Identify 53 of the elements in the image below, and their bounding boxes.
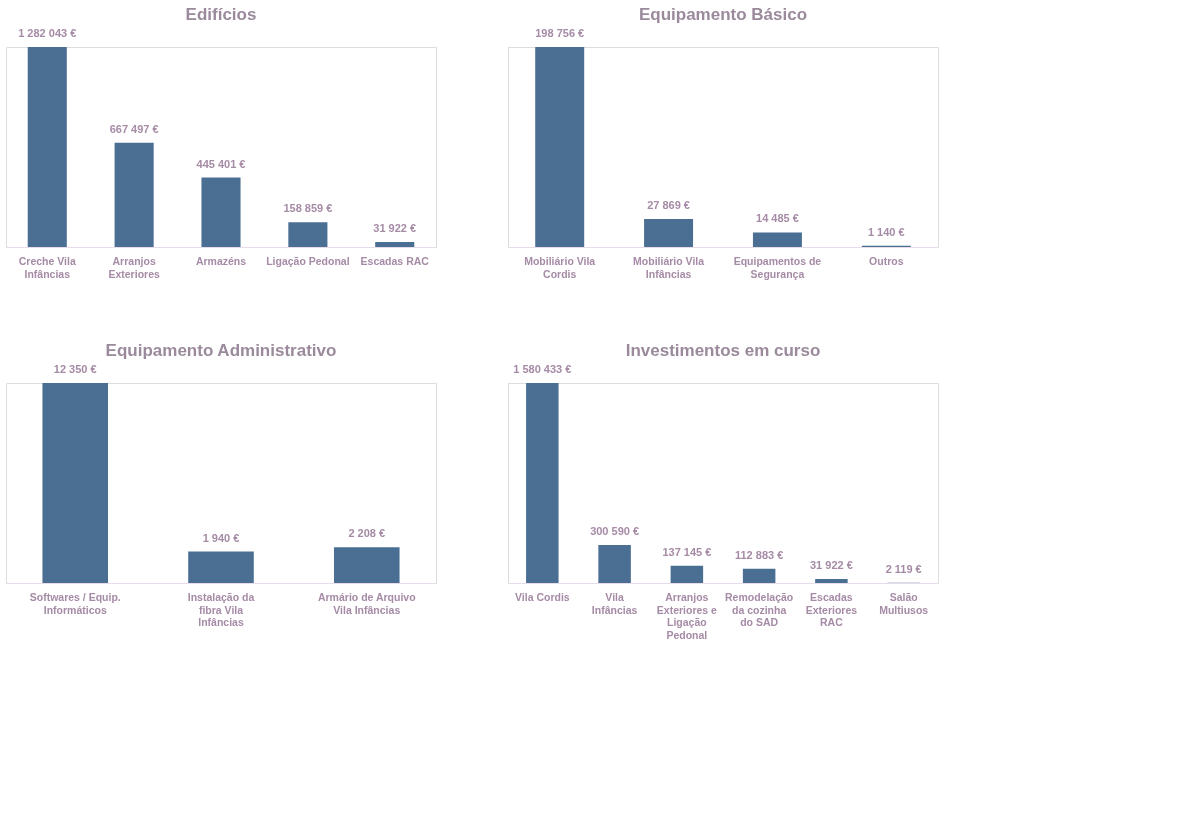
x-tick-label: Equipamentos de Segurança: [733, 255, 822, 280]
bar: [201, 177, 241, 247]
x-tick-label: Escadas Exteriores RAC: [805, 591, 858, 628]
x-tick-label: Arranjos Exteriores e Ligação Pedonal: [656, 591, 718, 641]
data-label: 1 282 043 €: [18, 27, 77, 39]
data-label: 198 756 €: [535, 27, 585, 39]
data-label: 31 922 €: [809, 558, 853, 571]
bar: [742, 568, 776, 583]
x-tick-label: Escadas RAC: [360, 255, 430, 267]
x-tick-label: Armário de Arquivo Vila Infâncias: [317, 591, 416, 616]
bar: [114, 142, 154, 247]
data-label: 12 350 €: [53, 363, 97, 375]
data-label: 14 485 €: [756, 212, 799, 225]
chart-title: Equipamento Administrativo: [105, 341, 337, 360]
data-label: 27 869 €: [647, 198, 690, 211]
bar: [644, 218, 694, 247]
x-tick-label: Ligação Pedonal: [266, 255, 350, 267]
x-tick-label: Creche Vila Infâncias: [18, 255, 76, 280]
chart-title: Equipamento Básico: [638, 5, 808, 24]
x-tick-label: Mobiliário Vila Cordis: [524, 255, 596, 280]
data-label: 137 145 €: [662, 545, 712, 558]
data-label: 158 859 €: [283, 202, 333, 215]
bar: [27, 47, 67, 247]
x-tick-label: Instalação da fibra Vila Infâncias: [187, 591, 255, 628]
bar: [535, 47, 585, 247]
bar: [752, 232, 802, 247]
bar: [288, 222, 328, 247]
x-tick-label: Arranjos Exteriores: [108, 255, 160, 280]
bar: [670, 565, 704, 583]
data-label: 31 922 €: [373, 222, 417, 235]
bar: [375, 242, 415, 247]
x-tick-label: Remodelação da cozinha do SAD: [724, 591, 794, 628]
x-tick-label: Salão Multiusos: [879, 591, 929, 616]
data-label: 445 401 €: [196, 157, 246, 170]
x-tick-label: Mobiliário Vila Infâncias: [633, 255, 705, 280]
data-label: 112 883 €: [734, 548, 784, 561]
bar: [598, 544, 631, 583]
bar: [526, 383, 559, 583]
x-tick-label: Armazéns: [195, 255, 247, 267]
bar: [815, 578, 848, 583]
data-label: 2 119 €: [885, 562, 922, 575]
data-label: 1 140 €: [867, 225, 905, 238]
data-label: 2 208 €: [348, 527, 386, 540]
data-label: 1 940 €: [202, 531, 240, 544]
x-tick-label: Outros: [869, 255, 904, 267]
data-label: 300 590 €: [590, 524, 640, 537]
chart-title: Edifícios: [185, 5, 257, 24]
x-tick-label: Vila Cordis: [514, 591, 570, 603]
x-tick-label: Vila Infâncias: [591, 591, 638, 616]
data-label: 1 580 433 €: [513, 363, 572, 375]
data-label: 667 497 €: [109, 122, 159, 135]
chart-title: Investimentos em curso: [625, 341, 821, 360]
x-tick-label: Softwares / Equip. Informáticos: [29, 591, 121, 616]
